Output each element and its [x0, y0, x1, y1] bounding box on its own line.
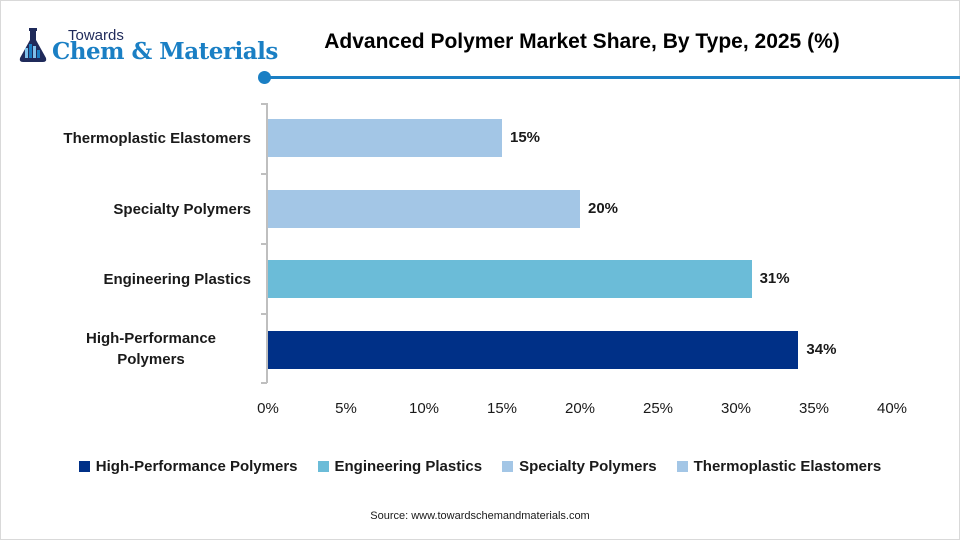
bar-thermoplastic-elastomers[interactable]: [268, 119, 502, 157]
x-tick-label: 15%: [486, 400, 518, 417]
y-axis-tick: [261, 382, 267, 384]
category-label-engineering-plastics: Engineering Plastics: [103, 271, 251, 288]
logo-towards-text: Towards: [68, 27, 124, 44]
y-axis-line: [266, 103, 268, 383]
logo: Towards Chem & Materials: [16, 24, 278, 68]
data-label: 15%: [510, 129, 541, 146]
bar-engineering-plastics[interactable]: [268, 260, 752, 298]
data-label: 34%: [806, 341, 837, 358]
category-label-specialty-polymers: Specialty Polymers: [113, 201, 251, 218]
legend-swatch-icon: [78, 461, 90, 472]
x-tick-label: 40%: [876, 400, 908, 417]
legend-item-engineering-plastics[interactable]: Engineering Plastics: [317, 458, 483, 475]
legend: High-Performance Polymers Engineering Pl…: [0, 458, 960, 475]
legend-item-specialty-polymers[interactable]: Specialty Polymers: [502, 458, 657, 475]
bar-high-performance-polymers[interactable]: [268, 331, 799, 369]
legend-item-thermoplastic-elastomers[interactable]: Thermoplastic Elastomers: [676, 458, 882, 475]
x-tick-label: 0%: [257, 400, 279, 417]
legend-swatch-icon: [676, 461, 688, 472]
legend-label: Engineering Plastics: [334, 458, 483, 475]
source-note: Source: www.towardschemandmaterials.com: [370, 510, 590, 522]
chart-title: Advanced Polymer Market Share, By Type, …: [324, 30, 840, 53]
y-axis-tick: [261, 243, 267, 245]
category-label-high-performance-polymers: High-Performance Polymers: [85, 330, 217, 368]
flask-icon: [19, 28, 47, 62]
title-dot-marker: [258, 71, 271, 84]
legend-swatch-icon: [502, 461, 514, 472]
x-tick-label: 10%: [408, 400, 440, 417]
x-tick-label: 25%: [642, 400, 674, 417]
x-tick-label: 20%: [564, 400, 596, 417]
legend-label: Thermoplastic Elastomers: [693, 458, 882, 475]
x-tick-label: 35%: [798, 400, 830, 417]
legend-item-high-performance-polymers[interactable]: High-Performance Polymers: [78, 458, 298, 475]
y-axis-tick: [261, 173, 267, 175]
y-axis-tick: [261, 103, 267, 105]
legend-label: High-Performance Polymers: [95, 458, 298, 475]
data-label: 31%: [759, 270, 790, 287]
x-tick-label: 5%: [335, 400, 357, 417]
title-underline: [265, 76, 960, 79]
y-axis-tick: [261, 313, 267, 315]
data-label: 20%: [588, 200, 619, 217]
logo-brand-text: Chem & Materials: [52, 38, 278, 65]
category-label-thermoplastic-elastomers: Thermoplastic Elastomers: [63, 130, 251, 147]
x-tick-label: 30%: [720, 400, 752, 417]
legend-label: Specialty Polymers: [519, 458, 657, 475]
bar-specialty-polymers[interactable]: [268, 190, 580, 228]
legend-swatch-icon: [317, 461, 329, 472]
